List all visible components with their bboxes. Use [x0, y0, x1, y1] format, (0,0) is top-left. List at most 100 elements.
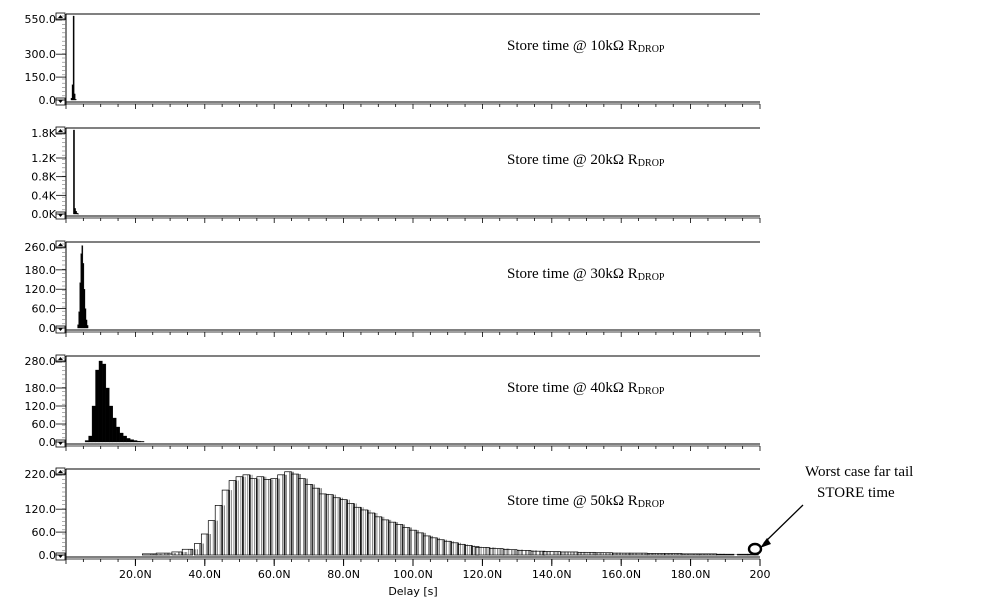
y-tick-label: 0.0: [39, 549, 57, 562]
histogram-bar: [416, 532, 424, 556]
histogram-bar: [214, 505, 223, 556]
histogram-bar: [443, 540, 452, 556]
histogram-bar: [475, 547, 490, 556]
worst-case-annotation: Worst case far tail STORE time: [747, 464, 913, 556]
histogram-bar: [86, 325, 89, 329]
scroll-up-icon[interactable]: [55, 354, 66, 363]
histogram-bars: [77, 245, 89, 329]
histogram-bar: [263, 479, 272, 556]
histogram-bar: [457, 543, 466, 556]
histogram-bar: [339, 499, 348, 556]
histogram-bar: [360, 509, 369, 556]
y-tick-label: 550.0: [25, 13, 57, 26]
histogram-bar: [74, 99, 77, 101]
histogram-bar: [450, 542, 459, 556]
histogram-bar: [77, 213, 79, 215]
histogram-bar: [256, 476, 265, 556]
y-tick-label: 220.0: [25, 468, 57, 481]
histogram-bar: [312, 487, 320, 556]
panel-title: Store time @ 40kΩ RDROP: [507, 380, 665, 397]
panel-title: Store time @ 20kΩ RDROP: [507, 152, 665, 169]
histogram-bar: [116, 426, 120, 443]
y-tick-label: 0.0K: [31, 208, 56, 221]
histogram-bars: [73, 129, 79, 215]
histogram-bar: [98, 360, 103, 443]
scroll-up-icon[interactable]: [55, 467, 66, 476]
y-tick-label: 150.0: [25, 71, 57, 84]
histogram-bar: [325, 494, 334, 556]
histogram-bar: [402, 527, 410, 556]
panel-title: Store time @ 10kΩ RDROP: [507, 38, 665, 55]
y-tick-label: 1.8K: [31, 127, 56, 140]
y-tick-label: 0.0: [39, 94, 57, 107]
scroll-down-icon[interactable]: [55, 97, 66, 106]
y-tick-label: 180.0: [25, 382, 57, 395]
histogram-bar: [123, 435, 127, 443]
histogram-bar: [277, 474, 285, 556]
histogram-bar: [270, 478, 279, 556]
histogram-bar: [141, 553, 157, 556]
x-tick-label: 100.0N: [393, 568, 433, 581]
histogram-bar: [181, 548, 194, 556]
y-tick-label: 60.0: [32, 418, 57, 431]
scroll-down-icon[interactable]: [55, 211, 66, 220]
histogram-bar: [130, 439, 134, 443]
histogram-bar: [542, 551, 561, 556]
histogram-bar: [298, 478, 306, 556]
histogram-bar: [291, 473, 299, 556]
scroll-up-icon[interactable]: [55, 12, 66, 21]
histogram-bar: [109, 405, 113, 443]
histogram-bar: [200, 533, 209, 556]
histogram-bar: [305, 484, 313, 556]
worst-case-marker-circle: [747, 542, 763, 556]
y-tick-label: 280.0: [25, 355, 57, 368]
histogram-bar: [133, 440, 138, 443]
scroll-up-icon[interactable]: [55, 126, 66, 135]
scroll-up-icon[interactable]: [55, 240, 66, 249]
histogram-bar: [95, 369, 100, 443]
shared-x-axis: 20.0N 40.0N 60.0N 80.0N 100.0N 120.0N 140.0N 16…: [119, 559, 771, 581]
histogram-bar: [367, 512, 376, 556]
annotation-line-1: Worst case far tail: [805, 464, 913, 480]
histogram-bar: [353, 506, 362, 556]
x-tick-label: 200: [750, 568, 771, 581]
panel-title: Store time @ 30kΩ RDROP: [507, 266, 665, 283]
histogram-bar: [171, 551, 183, 556]
histogram-bar: [140, 441, 145, 443]
scroll-down-icon[interactable]: [55, 439, 66, 448]
histogram-bar: [235, 476, 244, 556]
x-tick-label: 180.0N: [671, 568, 711, 581]
histogram-bar: [346, 503, 355, 556]
y-tick-label: 60.0: [32, 526, 57, 539]
x-tick-label: 120.0N: [463, 568, 503, 581]
y-tick-label: 1.2K: [31, 152, 56, 165]
histogram-bar: [136, 440, 141, 443]
panel-title: Store time @ 50kΩ RDROP: [507, 493, 665, 510]
histogram-bar: [381, 519, 390, 556]
histogram-bar: [228, 480, 237, 556]
annotation-arrow-shaft: [763, 504, 804, 544]
histogram-bar: [423, 535, 431, 556]
histogram-bar: [91, 405, 96, 443]
scroll-down-icon[interactable]: [55, 325, 66, 334]
annotation-line-2: STORE time: [817, 485, 895, 501]
scroll-down-icon[interactable]: [55, 552, 66, 561]
x-tick-label: 80.0N: [327, 568, 360, 581]
histogram-bar: [249, 478, 258, 556]
histogram-bar: [72, 15, 75, 101]
y-tick-label: 120.0: [25, 283, 57, 296]
x-axis-label: Delay [s]: [388, 585, 437, 598]
histogram-bars: [70, 15, 77, 101]
chart-panels: 550.0 300.0 150.0 0.0 Store time @ 10kΩ RDRO…: [25, 12, 761, 564]
histogram-bar: [409, 529, 417, 556]
histogram-bars: [84, 360, 145, 443]
y-tick-label: 120.0: [25, 503, 57, 516]
histogram-bar: [464, 545, 473, 556]
x-tick-label: 140.0N: [532, 568, 572, 581]
histogram-bar: [284, 471, 292, 556]
histogram-bar: [242, 474, 251, 556]
panel-3: 260.0 180.0 120.0 60.0 0.0 Store time @ 30kΩ …: [25, 240, 761, 337]
histogram-bar: [84, 308, 87, 329]
annotation-arrow-head: [760, 538, 771, 548]
